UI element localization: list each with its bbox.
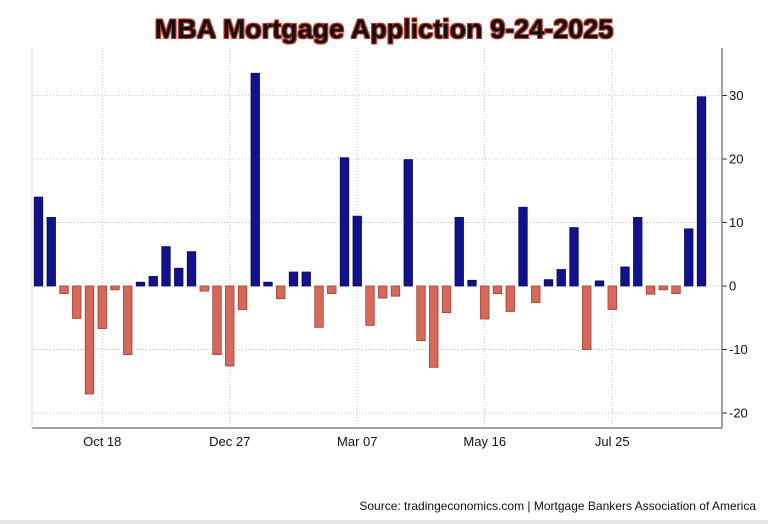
bar-negative [365, 285, 375, 326]
bar-positive [543, 279, 554, 287]
bar-negative [327, 285, 337, 295]
bar-positive [696, 96, 707, 287]
bar-positive [633, 217, 643, 287]
y-tick-label: 10 [729, 215, 743, 230]
bar-positive [518, 206, 528, 287]
bar-negative [671, 285, 681, 295]
bar-negative [276, 285, 286, 300]
bar-negative [84, 285, 95, 395]
grid-layer [32, 48, 722, 428]
bar-positive [148, 276, 158, 287]
chart-title: MBA Mortgage Appliction 9-24-2025 [154, 14, 614, 44]
bar-negative [97, 285, 107, 329]
bar-positive [33, 196, 44, 287]
bar-positive [186, 251, 197, 287]
bar-positive [620, 266, 630, 287]
bar-negative [505, 285, 515, 312]
x-tick-label: Dec 27 [209, 434, 250, 449]
axis-layer: -20 -10 0 10 20 30 Oct 18 Dec 27 Mar 07 May 16 Jul… [31, 48, 748, 449]
y-tick-label: 0 [729, 279, 736, 294]
bar-positive [569, 227, 579, 287]
bar-layer [33, 72, 707, 395]
bar-positive [403, 159, 413, 287]
bar-negative [123, 285, 133, 355]
bar-negative [416, 285, 426, 342]
bar-positive [135, 281, 146, 287]
bar-positive [339, 157, 350, 287]
bar-negative [378, 285, 388, 299]
bar-negative [199, 285, 209, 292]
bar-positive [263, 281, 273, 287]
bar-negative [429, 285, 439, 368]
bar-positive [352, 215, 362, 287]
bar-positive [454, 217, 464, 287]
bar-positive [288, 271, 299, 287]
y-tick-label: -10 [729, 342, 748, 357]
bar-negative [531, 285, 541, 303]
y-tick-label: -20 [729, 406, 748, 421]
bar-negative [492, 285, 503, 295]
y-tick-label: 20 [729, 152, 743, 167]
bar-negative [212, 285, 222, 355]
bar-negative [480, 285, 490, 320]
x-tick-label: Mar 07 [337, 434, 377, 449]
bar-positive [301, 271, 311, 287]
bar-negative [645, 285, 656, 295]
x-tick-label: May 16 [463, 434, 506, 449]
bar-positive [161, 246, 171, 287]
bar-negative [582, 285, 592, 350]
bar-positive [556, 269, 566, 287]
bar-negative [607, 285, 617, 310]
bar-positive [467, 279, 477, 287]
bar-negative [390, 285, 401, 297]
bar-negative [59, 285, 69, 295]
x-tick-label: Jul 25 [595, 434, 630, 449]
source-note: Source: tradingeconomics.com | Mortgage … [359, 499, 756, 513]
bar-negative [314, 285, 324, 328]
bar-negative [658, 285, 668, 291]
bar-positive [250, 72, 260, 287]
bar-positive [594, 280, 605, 287]
bar-negative [441, 285, 452, 314]
bar-positive [684, 228, 694, 287]
x-tick-label: Oct 18 [83, 434, 121, 449]
footer-divider [0, 520, 768, 524]
bar-negative [225, 285, 235, 367]
bar-negative [72, 285, 82, 319]
bar-positive [46, 217, 56, 287]
y-tick-label: 30 [729, 88, 743, 103]
bar-negative [237, 285, 248, 310]
bar-negative [110, 285, 120, 291]
bar-positive [174, 267, 184, 287]
